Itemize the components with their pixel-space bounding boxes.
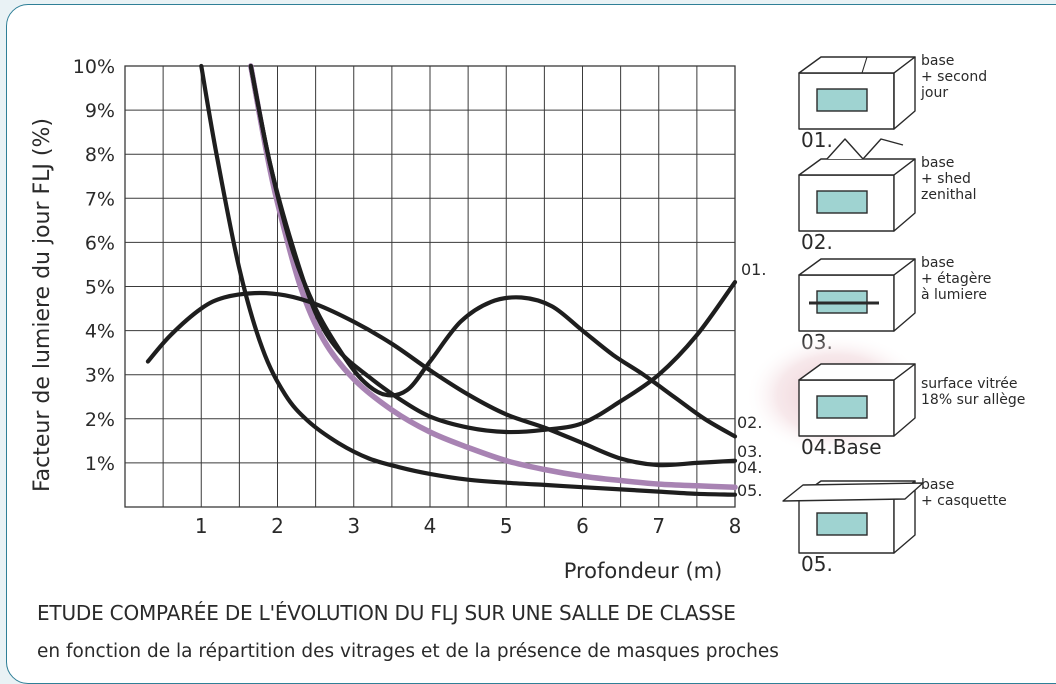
series-line-04	[248, 63, 738, 490]
y-tick-label: 5%	[85, 277, 115, 299]
series-line-05	[199, 63, 738, 497]
series-end-label: 05.	[737, 481, 762, 500]
x-tick-label: 8	[729, 514, 742, 538]
x-tick-label: 4	[424, 514, 437, 538]
x-tick-label: 2	[271, 514, 284, 538]
glazing-window	[816, 190, 868, 214]
y-tick-label: 9%	[85, 100, 115, 122]
legend-item-text: + étagère	[921, 271, 991, 287]
y-tick-label: 1%	[85, 453, 115, 475]
legend-item-text: + shed	[921, 171, 971, 187]
y-tick-label: 3%	[85, 365, 115, 387]
x-tick-label: 5	[500, 514, 513, 538]
y-tick-label: 6%	[85, 232, 115, 254]
legend-item-id: 01.	[801, 128, 833, 152]
legend-item-id: 02.	[801, 230, 833, 254]
legend-item-text: 18% sur allège	[921, 392, 1025, 408]
box-side-face	[893, 158, 916, 232]
x-tick-label: 7	[652, 514, 665, 538]
legend-item-text: base	[921, 477, 954, 493]
x-tick-label: 6	[576, 514, 589, 538]
shed-roof	[826, 138, 904, 160]
legend-item-text: base	[921, 255, 954, 271]
glazing-window	[816, 395, 868, 419]
series-end-label: 01.	[741, 260, 766, 279]
y-tick-label: 10%	[73, 56, 115, 78]
figure-frame: 1 2 3 4 5 6 7 8 1% 2% 3% 4% 5% 6% 7% 8% 9% 10% 01. 02. 03. 0…	[6, 4, 1056, 684]
legend-item-text: à lumiere	[921, 287, 987, 303]
x-axis-label: Profondeur (m)	[564, 559, 723, 583]
legend-item-text: jour	[920, 85, 948, 101]
series-line-01	[145, 290, 738, 468]
legend-item-5: 05. base+ casquette	[782, 477, 1007, 576]
series-line-02	[248, 63, 738, 439]
y-tick-label: 8%	[85, 144, 115, 166]
series-line-03	[248, 63, 738, 435]
legend-item-text: + second	[921, 69, 987, 85]
y-tick-label: 7%	[85, 188, 115, 210]
figure-caption-title: ETUDE COMPARÉE DE L'ÉVOLUTION DU FLJ SUR…	[37, 601, 736, 625]
series-end-label: 03.	[737, 442, 762, 461]
legend-item-text: + casquette	[921, 493, 1007, 509]
y-axis-label: Facteur de lumiere du jour FLJ (%)	[30, 118, 55, 492]
second-glazing-mark	[861, 56, 868, 74]
legend-item-text: base	[921, 53, 954, 69]
legend-item-id: 04.Base	[801, 435, 882, 459]
canopy	[782, 482, 924, 502]
glazing-window	[816, 512, 868, 536]
glazing-window	[816, 88, 868, 112]
box-side-face	[893, 258, 916, 332]
legend-item-text: surface vitrée	[921, 376, 1018, 392]
legend-item-text: zenithal	[921, 187, 977, 203]
series-end-label: 04.	[737, 458, 762, 477]
figure-caption-subtitle: en fonction de la répartition des vitrag…	[37, 641, 779, 662]
legend-item-text: base	[921, 155, 954, 171]
y-tick-label: 4%	[85, 321, 115, 343]
y-tick-label: 2%	[85, 409, 115, 431]
legend-item-id: 05.	[801, 552, 833, 576]
x-tick-label: 3	[347, 514, 360, 538]
x-tick-label: 1	[195, 514, 208, 538]
box-side-face	[893, 363, 916, 437]
daylight-factor-chart: 1 2 3 4 5 6 7 81%2%3%4%5%6%7%8%9%10% 01.02.03.0…	[30, 56, 766, 583]
